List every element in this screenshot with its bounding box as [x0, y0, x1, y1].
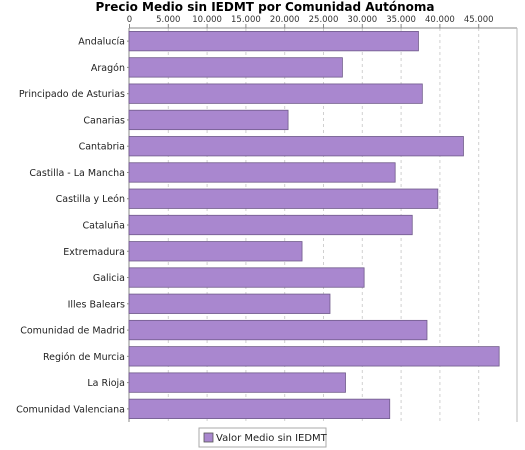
- legend-swatch: [203, 432, 214, 443]
- category-label: Andalucía: [78, 37, 125, 48]
- bar: [128, 109, 289, 131]
- bar: [128, 136, 464, 157]
- bar: [128, 241, 303, 262]
- x-tick-label: 20.000: [270, 15, 300, 25]
- legend-frame: [198, 427, 327, 448]
- category-label: Castilla - La Mancha: [29, 168, 125, 179]
- bar: [128, 293, 331, 314]
- category-label: Extremadura: [63, 247, 125, 258]
- bar: [128, 57, 343, 78]
- bar: [128, 319, 428, 341]
- category-label: Principado de Asturias: [19, 89, 125, 100]
- x-tick-label: 0: [127, 15, 132, 25]
- category-label: Región de Murcia: [43, 352, 125, 363]
- x-tick-label: 30.000: [347, 15, 377, 25]
- category-label: Comunidad Valenciana: [16, 404, 125, 415]
- category-label: Cataluña: [82, 221, 125, 232]
- x-tick-label: 40.000: [425, 15, 455, 25]
- bar: [128, 162, 396, 183]
- x-tick-label: 15.000: [231, 15, 261, 25]
- x-tick-label: 35.000: [386, 15, 416, 25]
- category-label: Illes Balears: [68, 299, 125, 310]
- category-labels: Andalucía Aragón Principado de Asturias Can…: [16, 37, 129, 415]
- category-label: Comunidad de Madrid: [20, 326, 125, 337]
- category-label: La Rioja: [87, 378, 125, 389]
- legend: Valor Medio sin IEDMT: [198, 427, 328, 448]
- bar: [128, 398, 391, 419]
- bars: [128, 31, 500, 419]
- bar: [128, 188, 439, 209]
- chart-title: Precio Medio sin IEDMT por Comunidad Aut…: [96, 0, 435, 14]
- bar: [128, 267, 365, 288]
- x-tick-label: 25.000: [309, 15, 339, 25]
- category-label: Galicia: [93, 273, 125, 284]
- bar: [128, 214, 413, 236]
- bar: [128, 346, 500, 367]
- category-label: Castilla y León: [56, 194, 125, 205]
- legend-label: Valor Medio sin IEDMT: [216, 433, 328, 444]
- category-label: Canarias: [83, 115, 125, 126]
- x-tick-label: 10.000: [192, 15, 222, 25]
- x-tick-label: 5.000: [156, 15, 180, 25]
- x-tick-label: 45.000: [464, 15, 494, 25]
- bar: [128, 83, 423, 104]
- bar: [128, 31, 419, 52]
- bar: [128, 372, 346, 393]
- category-label: Cantabria: [79, 142, 125, 153]
- category-label: Aragón: [91, 63, 125, 74]
